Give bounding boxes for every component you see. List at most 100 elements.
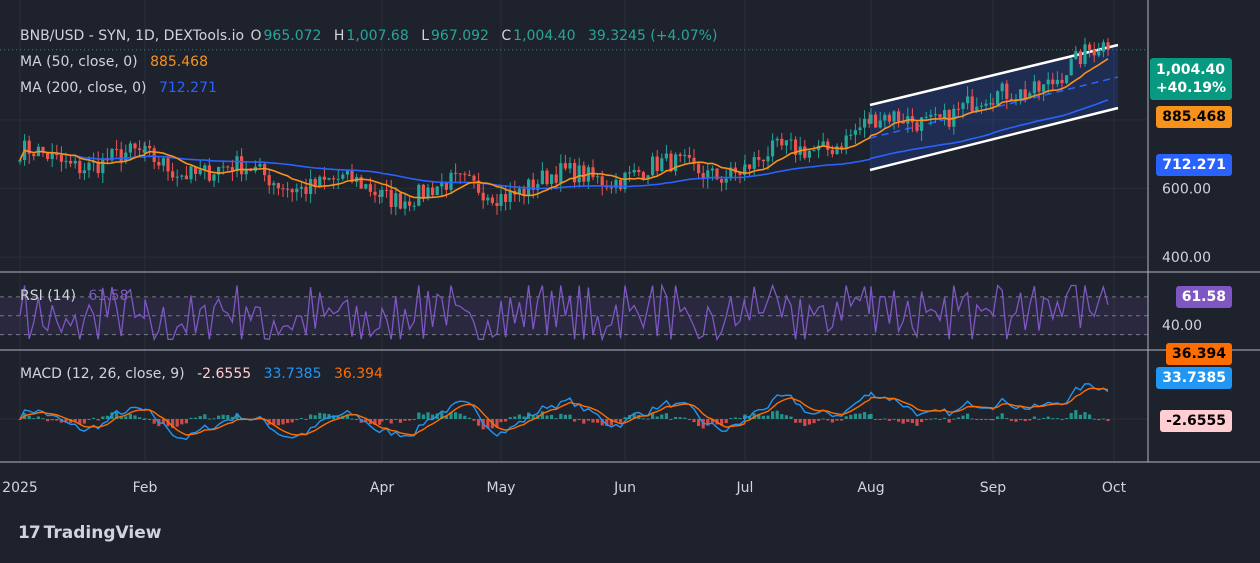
candle-body [738,172,742,175]
macd-hist-bar [41,418,45,420]
candle-body [1005,83,1009,99]
candle-body [956,108,960,110]
macd-hist-bar [73,419,77,422]
candle-body [573,162,577,183]
candle-body [996,91,1000,105]
macd-hist-bar [421,414,425,419]
macd-hist-bar [683,417,687,419]
macd-legend[interactable]: MACD (12, 26, close, 9) -2.6555 33.7385 … [20,366,385,382]
macd-hist-bar [522,416,526,419]
symbol-title[interactable]: BNB/USD - SYN, 1D, DEXTools.io [20,28,245,44]
price-tick-label: 600.00 [1162,182,1211,198]
macd-hist-bar [449,412,453,419]
macd-hist-bar [124,416,128,419]
candle-body [1092,49,1096,56]
time-tick-label: 2025 [2,480,38,496]
candle-body [761,159,765,162]
macd-hist-bar [235,413,239,419]
candle-body [582,165,586,182]
candle-body [449,172,453,190]
candle-body [110,148,114,161]
macd-hist-bar [821,418,825,420]
macd-hist-bar [573,419,577,422]
macd-hist-bar [887,419,891,421]
candle-body [322,176,326,180]
candle-body [568,162,572,169]
candle-body [133,143,137,149]
macd-hist-bar [440,412,444,419]
candle-body [435,186,439,196]
macd-hist-bar [152,419,156,424]
candle-body [966,96,970,104]
candle-body [803,146,807,158]
candle-body [933,114,937,116]
macd-hist-bar [738,417,742,419]
candle-body [378,195,382,197]
candle-body [989,103,993,105]
low-value: 967.092 [431,28,489,44]
price-tag-pct: +40.19% [1155,80,1226,96]
candle-body [619,179,623,190]
candle-body [472,175,476,181]
candle-body [835,146,839,155]
ma200-tag: 712.271 [1156,154,1232,176]
candle-body [915,122,919,131]
candle-body [1023,89,1027,99]
macd-hist-bar [198,416,202,419]
candle-body [426,187,430,199]
candle-body [27,140,31,154]
macd-signal-value: 36.394 [333,366,383,382]
macd-hist-bar [835,419,839,421]
macd-hist-value: -2.6555 [197,366,252,382]
candle-body [458,173,462,175]
macd-hist-bar [733,417,737,419]
macd-hist-bar [355,419,359,420]
macd-hist-bar [989,419,993,420]
price-pane [0,37,1148,216]
macd-hist-bar [947,419,951,423]
rsi-legend[interactable]: RSI (14) 61.58 [20,288,130,304]
macd-hist-bar [286,419,290,424]
candle-body [887,114,891,122]
ma200-legend[interactable]: MA (200, close, 0) 712.271 [20,80,219,96]
candle-body [1042,84,1046,92]
candle-body [477,180,481,193]
candle-body [124,152,128,162]
candle-body [194,166,198,174]
macd-hist-bar [1023,419,1027,422]
time-tick-label: Feb [133,480,158,496]
candle-body [1078,51,1082,65]
macd-hist-bar [674,416,678,419]
macd-hist-bar [757,414,761,419]
candle-body [563,163,567,169]
macd-hist-bar [221,414,225,419]
candle-body [536,184,540,190]
candle-body [101,158,105,174]
macd-hist-bar [582,419,586,424]
candle-body [463,173,467,175]
macd-hist-bar [1037,418,1041,420]
candle-body [920,117,924,131]
macd-hist-bar [318,412,322,419]
candle-body [1069,58,1073,76]
tradingview-brand[interactable]: 17 TradingView [18,523,161,543]
candle-body [272,183,276,186]
macd-hist-bar [1051,418,1055,420]
macd-hist-bar [431,414,435,419]
macd-hist-bar [458,413,462,419]
candle-body [1074,51,1078,59]
macd-hist-bar [82,419,86,424]
macd-hist-bar [64,419,68,423]
macd-hist-bar [189,417,193,419]
ma50-legend[interactable]: MA (50, close, 0) 885.468 [20,54,210,70]
macd-hist-bar [380,419,384,422]
rsi-line [19,282,1109,342]
macd-hist-bar [545,415,549,419]
candle-body [380,189,384,197]
high-value: 1,007.68 [346,28,409,44]
candle-body [701,173,705,179]
macd-hist-bar [180,419,184,425]
candle-body [991,103,995,105]
